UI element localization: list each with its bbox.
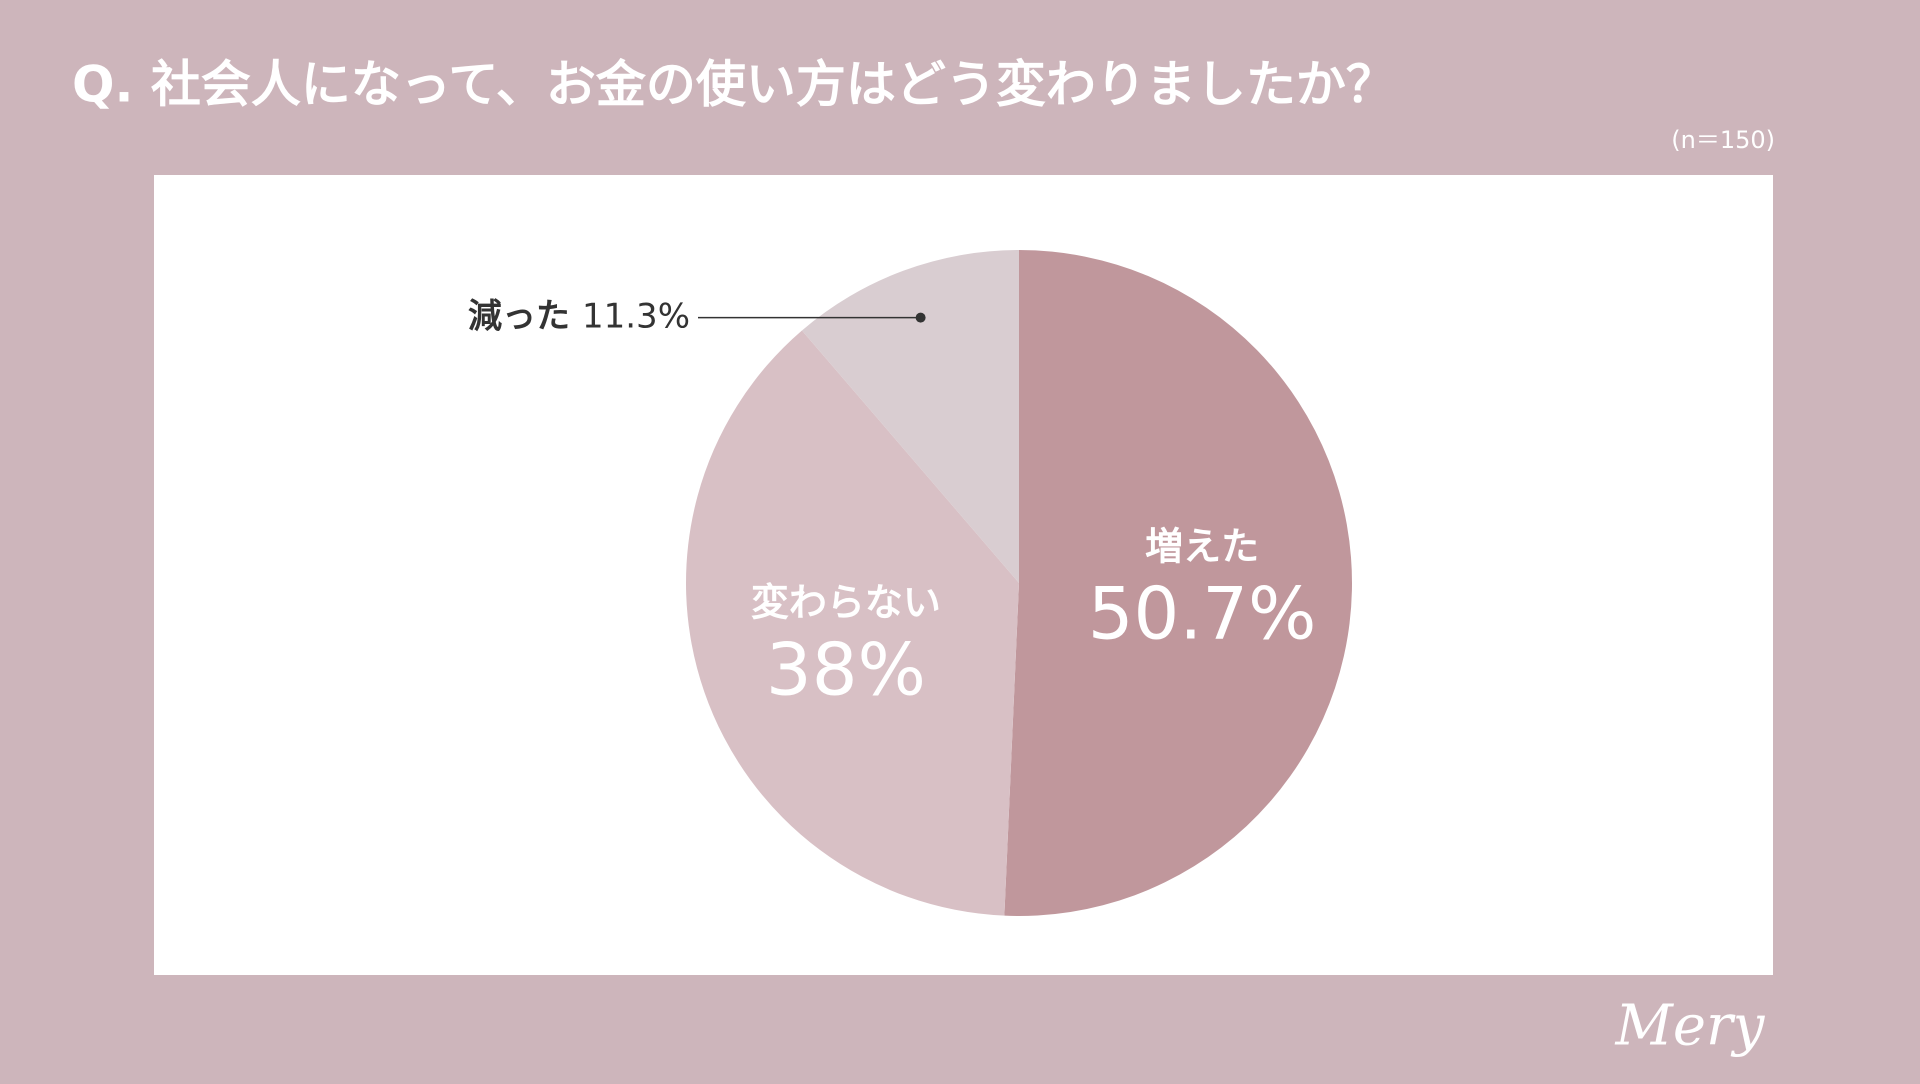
pie-slice	[1004, 250, 1352, 916]
chart-subtitle: (n＝150)	[1671, 126, 1775, 154]
slice-label: 減った 11.3%	[468, 296, 690, 336]
slice-value-label: 38%	[766, 627, 926, 711]
slice-label: 変わらない	[751, 580, 941, 624]
pie-slice	[685, 330, 1019, 916]
pie-slice	[801, 250, 1019, 583]
slice-name: 減った	[468, 296, 570, 336]
slice-label: 増えた	[1145, 525, 1259, 569]
chart-title: Q. 社会人になって、お金の使い方はどう変わりましたか？	[72, 56, 1396, 114]
brand-logo: Mery	[1615, 994, 1766, 1059]
slice-value-label: 11.3%	[582, 296, 690, 336]
slice-value-label: 50.7%	[1088, 572, 1317, 656]
